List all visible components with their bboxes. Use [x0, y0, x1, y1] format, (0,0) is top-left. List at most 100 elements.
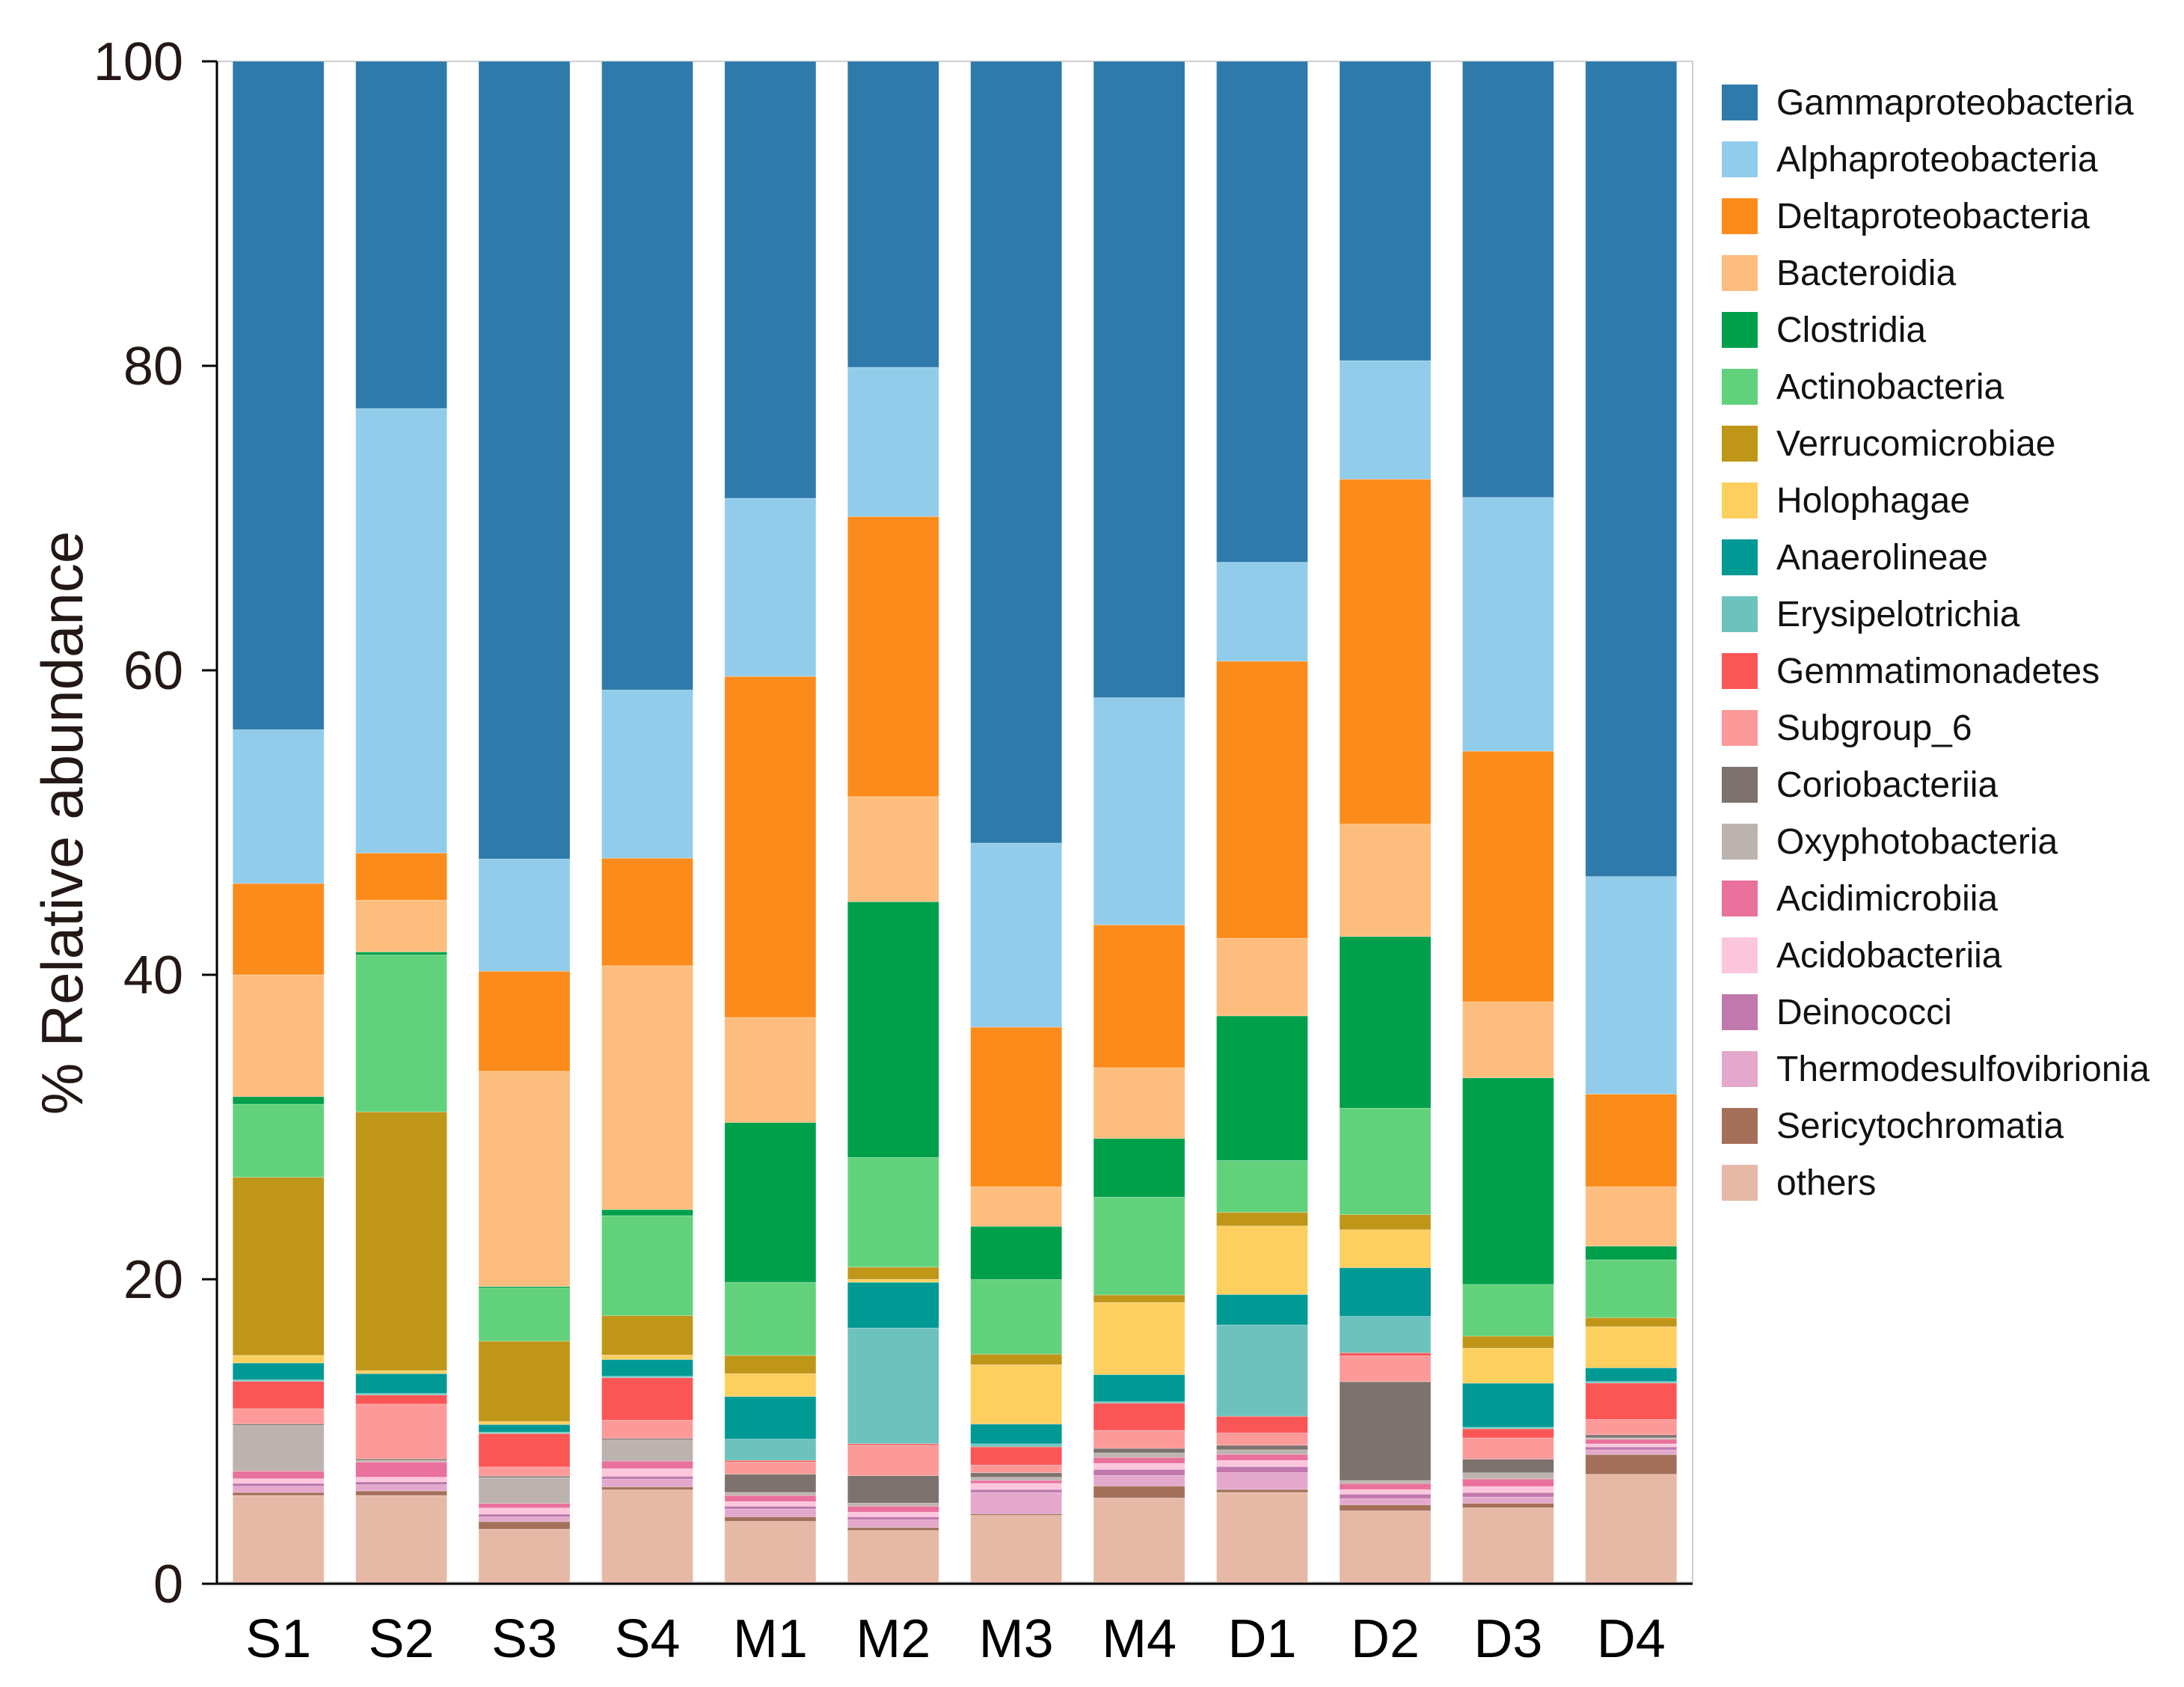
bar-segment-d1-sericytochromatia	[1216, 1489, 1308, 1493]
bar-segment-m1-gammaproteobacteria	[724, 61, 817, 499]
bar-segment-m3-verrucomicrobiae	[970, 1353, 1063, 1365]
bar-segment-m4-holophagae	[1093, 1302, 1185, 1375]
bar-segment-m2-gammaproteobacteria	[847, 61, 939, 368]
legend-swatch	[1722, 1165, 1758, 1201]
bar-segment-d3-others	[1462, 1507, 1554, 1585]
legend-label: Alphaproteobacteria	[1776, 140, 2098, 180]
bar-segment-m4-gemmatimonadetes	[1093, 1403, 1185, 1431]
bar-segment-d2-sericytochromatia	[1339, 1504, 1432, 1511]
legend-item-oxyphotobacteria: Oxyphotobacteria	[1722, 822, 2058, 862]
x-tick-label-d3: D3	[1473, 1609, 1542, 1669]
bar-segment-s1-anaerolineae	[232, 1362, 325, 1380]
legend-label: Thermodesulfovibrionia	[1776, 1050, 2150, 1089]
plot-area	[216, 61, 1693, 1583]
bar-segment-d1-coriobacteriia	[1216, 1445, 1308, 1451]
bar-segment-m1-coriobacteriia	[724, 1474, 817, 1493]
legend-swatch	[1722, 369, 1758, 405]
bar-segment-s3-acidobacteriia	[478, 1507, 571, 1515]
bar-segment-s4-subgroup-6	[601, 1419, 693, 1439]
bar-segment-d4-clostridia	[1585, 1246, 1678, 1261]
bar-segment-m4-others	[1093, 1497, 1185, 1585]
legend-item-deltaproteobacteria: Deltaproteobacteria	[1722, 197, 2090, 236]
legend-item-coriobacteriia: Coriobacteriia	[1722, 765, 1998, 805]
bar-segment-m3-actinobacteria	[970, 1279, 1063, 1355]
bars-group	[232, 61, 1678, 1585]
legend-label: Acidimicrobiia	[1776, 879, 1998, 919]
bar-segment-s4-acidimicrobiia	[601, 1460, 693, 1469]
bar-segment-d2-verrucomicrobiae	[1339, 1214, 1432, 1231]
bar-segment-m4-acidobacteriia	[1093, 1463, 1185, 1470]
bar-segment-m2-acidobacteriia	[847, 1511, 939, 1517]
bar-segment-d3-acidimicrobiia	[1462, 1478, 1554, 1487]
bar-segment-s1-gemmatimonadetes	[232, 1380, 325, 1409]
bar-segment-s1-deltaproteobacteria	[232, 883, 325, 976]
bar-segment-s4-clostridia	[601, 1209, 693, 1216]
bar-segment-d2-bacteroidia	[1339, 824, 1432, 937]
legend-swatch	[1722, 824, 1758, 860]
y-tick-label-80: 80	[123, 337, 183, 397]
bar-segment-s1-thermodesulfovibrionia	[232, 1486, 325, 1493]
bar-segment-m4-oxyphotobacteria	[1093, 1452, 1185, 1458]
bar-segment-m4-actinobacteria	[1093, 1196, 1185, 1296]
bar-segment-m2-coriobacteriia	[847, 1475, 939, 1504]
legend-swatch	[1722, 710, 1758, 746]
bar-segment-m2-erysipelotrichia	[847, 1327, 939, 1445]
bar-segment-m1-clostridia	[724, 1121, 817, 1283]
bar-segment-d1-gemmatimonadetes	[1216, 1415, 1308, 1433]
legend-item-gemmatimonadetes: Gemmatimonadetes	[1722, 652, 2099, 691]
bar-segment-m2-subgroup-6	[847, 1445, 939, 1476]
legend-swatch	[1722, 881, 1758, 916]
bar-segment-d1-acidimicrobiia	[1216, 1454, 1308, 1461]
y-tick-label-0: 0	[153, 1555, 183, 1614]
bar-segment-s4-anaerolineae	[601, 1359, 693, 1377]
bar-segment-m2-actinobacteria	[847, 1157, 939, 1268]
bar-segment-s1-gammaproteobacteria	[232, 61, 325, 730]
bar-segment-d2-deinococci	[1339, 1493, 1432, 1499]
bar-segment-d2-erysipelotrichia	[1339, 1316, 1432, 1353]
bar-segment-d1-alphaproteobacteria	[1216, 562, 1308, 662]
bar-segment-s3-deltaproteobacteria	[478, 970, 571, 1072]
x-tick-label-d1: D1	[1227, 1609, 1296, 1669]
bar-segment-d3-subgroup-6	[1462, 1437, 1554, 1460]
bar-segment-d4-others	[1585, 1474, 1678, 1585]
bar-segment-s1-acidimicrobiia	[232, 1471, 325, 1479]
bar-segment-s2-sericytochromatia	[355, 1490, 448, 1496]
bar-segment-d1-verrucomicrobiae	[1216, 1212, 1308, 1227]
bar-segment-d3-deinococci	[1462, 1492, 1554, 1498]
bar-segment-s2-subgroup-6	[355, 1403, 448, 1460]
x-tick-label-s1: S1	[245, 1609, 311, 1669]
legend-label: Sericytochromatia	[1776, 1106, 2064, 1146]
bar-segment-s2-bacteroidia	[355, 899, 448, 952]
bar-segment-m4-sericytochromatia	[1093, 1485, 1185, 1498]
bar-segment-m1-alphaproteobacteria	[724, 497, 817, 677]
legend-item-gammaproteobacteria: Gammaproteobacteria	[1722, 83, 2134, 123]
bar-segment-m3-clostridia	[970, 1225, 1063, 1280]
legend-label: Clostridia	[1776, 310, 1926, 350]
bar-segment-d4-gemmatimonadetes	[1585, 1383, 1678, 1420]
bar-segment-s3-sericytochromatia	[478, 1521, 571, 1530]
bar-segment-d1-subgroup-6	[1216, 1433, 1308, 1446]
bar-segment-m1-others	[724, 1521, 817, 1585]
legend-label: Bacteroidia	[1776, 254, 1956, 293]
y-axis-label: % Relative abundance	[29, 531, 95, 1115]
legend-item-actinobacteria: Actinobacteria	[1722, 367, 2004, 407]
bar-segment-d1-holophagae	[1216, 1225, 1308, 1295]
bar-segment-d3-gemmatimonadetes	[1462, 1428, 1554, 1439]
bar-segment-s4-gammaproteobacteria	[601, 61, 693, 691]
legend-item-verrucomicrobiae: Verrucomicrobiae	[1722, 424, 2056, 464]
bar-segment-s4-others	[601, 1489, 693, 1585]
bar-segment-m4-thermodesulfovibrionia	[1093, 1475, 1185, 1487]
legend-item-alphaproteobacteria: Alphaproteobacteria	[1722, 140, 2098, 180]
bar-segment-m4-clostridia	[1093, 1138, 1185, 1198]
bar-segment-d1-actinobacteria	[1216, 1160, 1308, 1213]
bar-segment-d3-bacteroidia	[1462, 1001, 1554, 1079]
bar-segment-s1-sericytochromatia	[232, 1492, 325, 1496]
legend-label: Anaerolineae	[1776, 538, 1988, 578]
bar-segment-d3-holophagae	[1462, 1347, 1554, 1384]
bar-segment-s4-holophagae	[601, 1354, 693, 1360]
legend-label: Holophagae	[1776, 481, 1970, 521]
x-tick-label-s4: S4	[614, 1609, 680, 1669]
bar-segment-s4-sericytochromatia	[601, 1487, 693, 1490]
bar-segment-m1-bacteroidia	[724, 1017, 817, 1123]
